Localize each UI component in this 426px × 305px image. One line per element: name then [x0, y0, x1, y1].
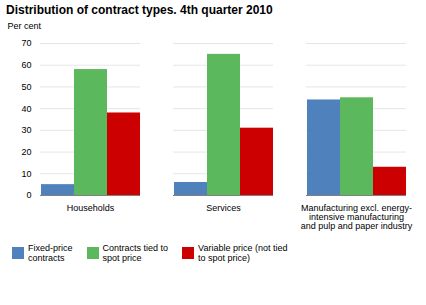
- svg-text:50: 50: [21, 82, 31, 92]
- svg-text:40: 40: [21, 104, 31, 114]
- html-text:Variable price (not tied to sp: Variable price (not tied to spot price): [198, 243, 288, 264]
- svg-text:Manufacturing excl. energy-int: Manufacturing excl. energy-intensive man…: [301, 203, 413, 231]
- html-text:Fixed-price contracts: Fixed-price contracts: [28, 243, 73, 264]
- svg-text:10: 10: [21, 169, 31, 179]
- svg-text:Services: Services: [206, 203, 241, 213]
- svg-text:0: 0: [26, 190, 31, 200]
- svg-text:70: 70: [21, 38, 31, 48]
- svg-text:Households: Households: [67, 203, 115, 213]
- svg-text:Per cent: Per cent: [8, 21, 42, 31]
- html-text:Distribution of contract types: Distribution of contract types. 4th quar…: [6, 3, 273, 17]
- svg-text:20: 20: [21, 147, 31, 157]
- svg-text:60: 60: [21, 60, 31, 70]
- svg-text:30: 30: [21, 125, 31, 135]
- html-text:Contracts tied to spot price: Contracts tied to spot price: [102, 243, 168, 264]
